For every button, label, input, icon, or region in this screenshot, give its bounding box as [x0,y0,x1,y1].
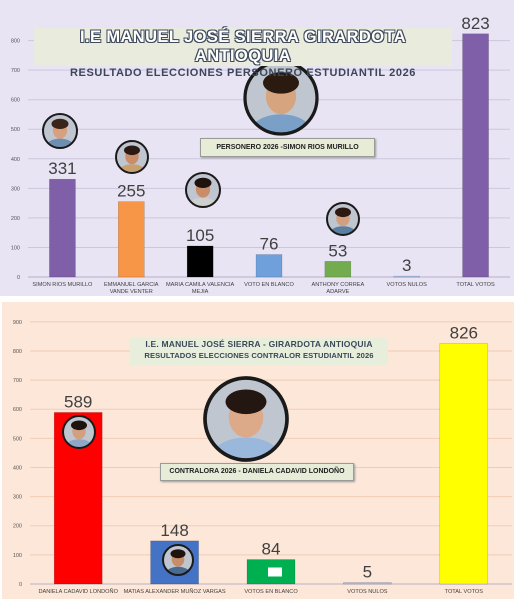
y-tick-label: 400 [13,465,22,471]
category-label: MATIAS ALEXANDER MUÑOZ VARGAS [124,588,226,595]
bar [118,201,145,278]
bar-value-label: 823 [461,14,489,33]
contralor-title-box: I.E. MANUEL JOSÉ SIERRA - GIRARDOTA ANTI… [130,338,388,365]
category-label: TOTAL VOTOS [445,589,484,595]
bar [439,343,489,585]
winner-photo-icon [245,62,317,134]
contralor-chart-title: I.E. MANUEL JOSÉ SIERRA - GIRARDOTA ANTI… [145,339,373,349]
contralor-chart-svg: 0 100 200 300 400 500 600 700 800 900 589 DANIELA C… [13,320,512,595]
y-tick-label: 400 [11,157,20,163]
category-label: VOTO EN BLANCO [244,282,294,288]
category-label: SIMON RIOS MURILLO [32,282,93,288]
y-tick-label: 0 [17,275,20,281]
y-tick-label: 500 [13,436,22,442]
bar [255,254,283,278]
category-label: ANTHONY CORREA ADARVE [311,282,364,295]
personero-chart-panel: 0 100 200 300 400 500 600 700 800 331 SIMON RIOS M… [0,0,514,296]
category-label: VOTOS NULOS [387,282,428,288]
bar [343,582,392,585]
bar-value-label: 5 [363,563,372,582]
bar-value-label: 53 [328,241,347,260]
category-label: TOTAL VOTOS [456,282,495,288]
contralor-chart-panel: 0 100 200 300 400 500 600 700 800 900 589 DANIELA C… [2,302,514,599]
bar-value-label: 84 [262,540,281,559]
bar-value-label: 589 [64,392,92,411]
category-label: MARIA CAMILA VALENCIA MEJIA [166,282,235,295]
bar [186,245,214,278]
personero-chart-title: I.E MANUEL JOSÉ SIERRA GIRARDOTA ANTIOQU… [79,28,407,65]
category-label: DANIELA CADAVID LONDOÑO [38,588,118,595]
bar-value-label: 3 [402,256,411,275]
contralor-winner-banner: CONTRALORA 2026 - DANIELA CADAVID LONDOÑ… [160,463,354,481]
y-tick-label: 200 [11,216,20,222]
bar [324,261,352,278]
personero-chart-subtitle: RESULTADO ELECCIONES PERSONERO ESTUDIANT… [69,67,417,79]
y-tick-label: 300 [11,186,20,192]
category-label: VOTOS EN BLANCO [244,589,298,595]
bar-value-label: 105 [186,226,214,245]
y-tick-label: 600 [13,407,22,413]
category-label: EMMANUEL GARCIA VANDE VENTER [104,282,159,295]
bar-value-label: 148 [160,521,188,540]
y-tick-label: 0 [19,582,22,588]
y-tick-label: 800 [11,39,20,45]
y-tick-label: 900 [13,320,22,326]
personero-winner-banner: PERSONERO 2026 -SIMON RIOS MURILLO [200,138,375,157]
y-tick-label: 100 [13,553,22,559]
bar-value-label: 255 [117,182,145,201]
y-tick-label: 200 [13,524,22,530]
y-tick-label: 600 [11,98,20,104]
bar-value-label: 76 [260,235,279,254]
winner-photo-icon [205,378,287,460]
contralor-chart-subtitle: RESULTADOS ELECCIONES CONTRALOR ESTUDIAN… [144,351,374,360]
personero-title-box: I.E MANUEL JOSÉ SIERRA GIRARDOTA ANTIOQU… [34,28,452,79]
bar [393,275,420,278]
category-label: VOTOS NULOS [347,589,388,595]
y-tick-label: 700 [11,68,20,74]
bar-value-label: 331 [48,159,76,178]
y-tick-label: 800 [13,349,22,355]
bar [462,33,489,278]
blank-vote-icon [268,567,282,577]
y-tick-label: 500 [11,127,20,133]
y-tick-label: 700 [13,378,22,384]
bar-value-label: 826 [450,323,478,342]
y-tick-label: 300 [13,495,22,501]
y-tick-label: 100 [11,245,20,251]
bar [49,178,76,278]
